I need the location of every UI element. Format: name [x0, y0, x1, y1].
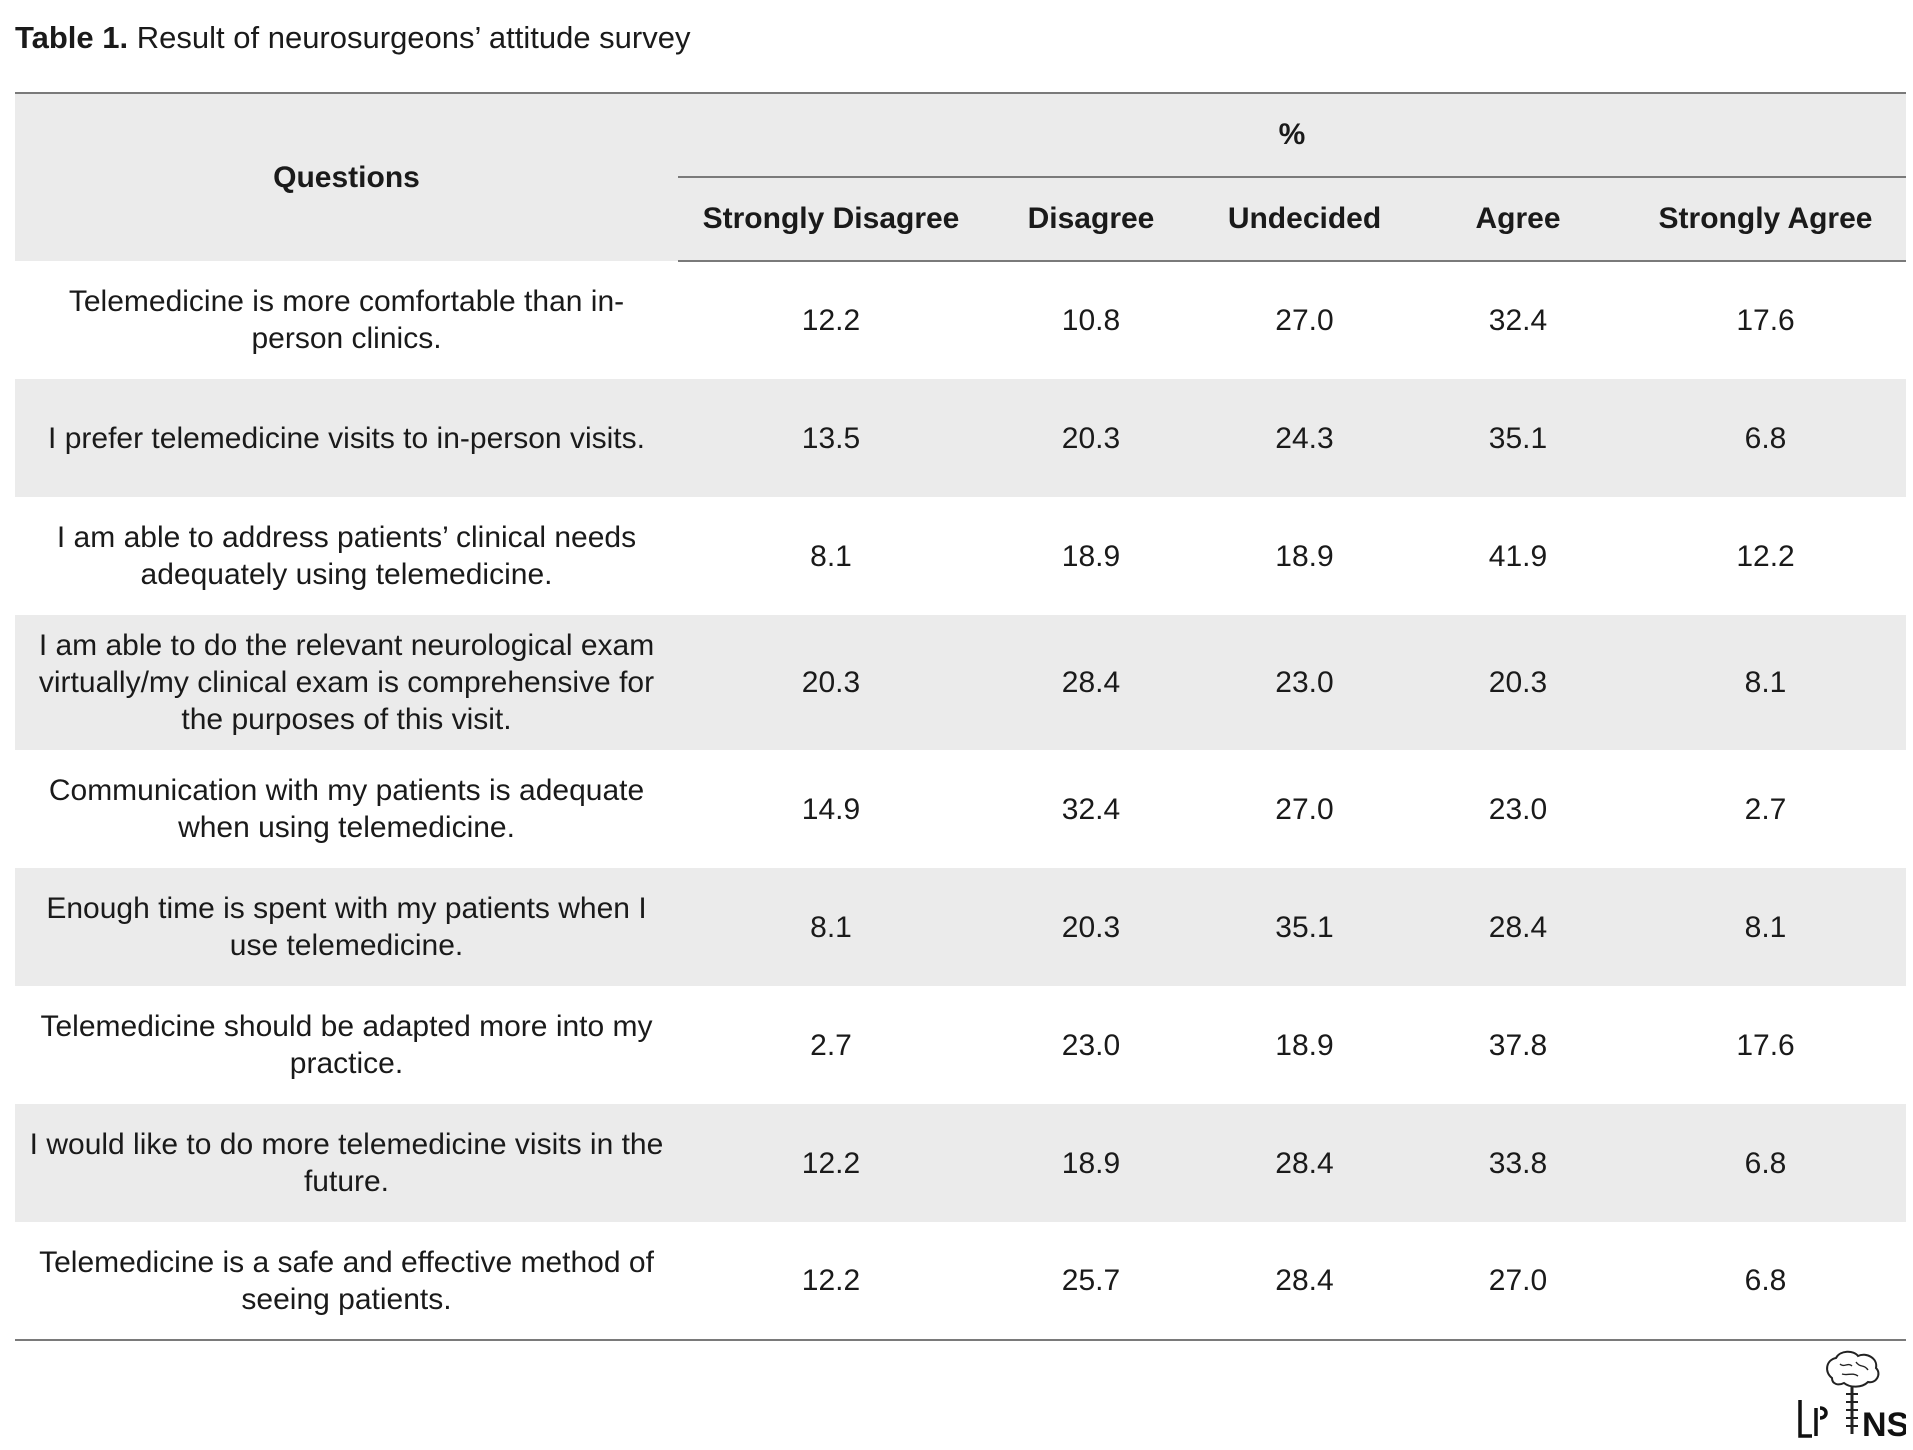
value-cell: 8.1 — [810, 539, 852, 573]
value-cell: 20.3 — [984, 379, 1198, 497]
value-cell: 23.0 — [1061, 1028, 1121, 1062]
value-cell: 10.8 — [1061, 304, 1121, 337]
table-row: Enough time is spent with my patients wh… — [15, 868, 1907, 986]
value-cell: 27.0 — [1275, 792, 1334, 826]
value-cell: 12.2 — [801, 304, 861, 337]
value-cell: 28.4 — [1275, 1264, 1334, 1297]
question-cell: I am able to address patients’ clinical … — [56, 521, 637, 591]
percent-group-header: % — [678, 93, 1907, 178]
value-cell: 27.0 — [1488, 1264, 1548, 1297]
column-header-agree: Agree — [1411, 177, 1625, 262]
value-cell: 20.3 — [984, 868, 1198, 986]
value-cell: 18.9 — [1275, 539, 1334, 573]
table-row: Telemedicine is more comfortable than in… — [15, 261, 1906, 379]
question-cell: Telemedicine is a safe and effective met… — [39, 1245, 654, 1316]
question-cell: I prefer telemedicine visits to in-perso… — [15, 379, 678, 497]
value-cell: 28.4 — [1198, 1104, 1411, 1222]
table-row: Communication with my patients is adequa… — [15, 750, 1906, 868]
value-cell: 12.2 — [801, 1264, 861, 1297]
value-cell: 27.0 — [1275, 304, 1334, 337]
value-cell: 17.6 — [1736, 1028, 1795, 1062]
value-cell: 20.3 — [678, 615, 984, 750]
survey-results-table: Questions % Strongly Disagree Disagree U… — [15, 92, 1907, 1341]
value-cell: 12.2 — [1736, 539, 1795, 573]
value-cell: 33.8 — [1411, 1104, 1625, 1222]
value-cell: 20.3 — [1411, 615, 1625, 750]
value-cell: 28.4 — [1411, 868, 1625, 986]
value-cell: 32.4 — [1061, 792, 1121, 826]
value-cell: 8.1 — [678, 868, 984, 986]
value-cell: 18.9 — [1275, 1028, 1334, 1062]
value-cell: 13.5 — [678, 379, 984, 497]
journal-logo: NS — [1796, 1348, 1909, 1444]
table-row: Telemedicine is a safe and effective met… — [15, 1222, 1906, 1340]
value-cell: 2.7 — [810, 1028, 852, 1062]
value-cell: 41.9 — [1488, 539, 1548, 573]
value-cell: 14.9 — [801, 792, 861, 826]
table-row: I would like to do more telemedicine vis… — [15, 1104, 1907, 1222]
value-cell: 17.6 — [1736, 304, 1795, 337]
column-header-undecided: Undecided — [1198, 177, 1411, 262]
table-row: I am able to address patients’ clinical … — [15, 497, 1906, 615]
value-cell: 8.1 — [1625, 868, 1907, 986]
value-cell: 6.8 — [1744, 1264, 1787, 1297]
value-cell: 8.1 — [1625, 615, 1907, 750]
value-cell: 25.7 — [1061, 1264, 1121, 1297]
questions-column-header: Questions — [15, 93, 678, 261]
question-cell: Communication with my patients is adequa… — [48, 774, 645, 844]
table-caption-text: Result of neurosurgeons’ attitude survey — [136, 20, 691, 55]
table-row: I am able to do the relevant neurologica… — [15, 615, 1907, 750]
value-cell: 32.4 — [1488, 304, 1548, 337]
column-header-strongly-agree: Strongly Agree — [1625, 177, 1907, 262]
value-cell: 18.9 — [984, 1104, 1198, 1222]
table-row: Telemedicine should be adapted more into… — [15, 986, 1906, 1104]
table-body: Telemedicine is more comfortable than in… — [15, 261, 1907, 1340]
value-cell: 6.8 — [1625, 379, 1907, 497]
value-cell: 35.1 — [1198, 868, 1411, 986]
table-caption: Table 1. Result of neurosurgeons’ attitu… — [15, 18, 690, 58]
brain-spine-logo-icon: NS — [1798, 1350, 1909, 1444]
question-cell: Telemedicine is more comfortable than in… — [68, 285, 625, 355]
column-header-strongly-disagree: Strongly Disagree — [678, 177, 984, 262]
value-cell: 23.0 — [1198, 615, 1411, 750]
value-cell: 6.8 — [1625, 1104, 1907, 1222]
value-cell: 37.8 — [1488, 1028, 1548, 1062]
question-cell: Telemedicine should be adapted more into… — [40, 1010, 653, 1080]
table-row: I prefer telemedicine visits to in-perso… — [15, 379, 1907, 497]
column-header-disagree: Disagree — [984, 177, 1198, 262]
value-cell: 35.1 — [1411, 379, 1625, 497]
table-container: Questions % Strongly Disagree Disagree U… — [15, 92, 1907, 1341]
value-cell: 23.0 — [1488, 792, 1548, 826]
logo-text: NS — [1862, 1406, 1906, 1440]
value-cell: 24.3 — [1198, 379, 1411, 497]
value-cell: 28.4 — [984, 615, 1198, 750]
table-caption-label: Table 1. — [15, 20, 129, 55]
value-cell: 18.9 — [1061, 539, 1121, 573]
value-cell: 12.2 — [678, 1104, 984, 1222]
table-header: Questions % Strongly Disagree Disagree U… — [15, 93, 1907, 262]
value-cell: 2.7 — [1744, 792, 1787, 826]
question-cell: I am able to do the relevant neurologica… — [15, 615, 678, 750]
question-cell: Enough time is spent with my patients wh… — [15, 868, 678, 986]
question-cell: I would like to do more telemedicine vis… — [15, 1104, 678, 1222]
